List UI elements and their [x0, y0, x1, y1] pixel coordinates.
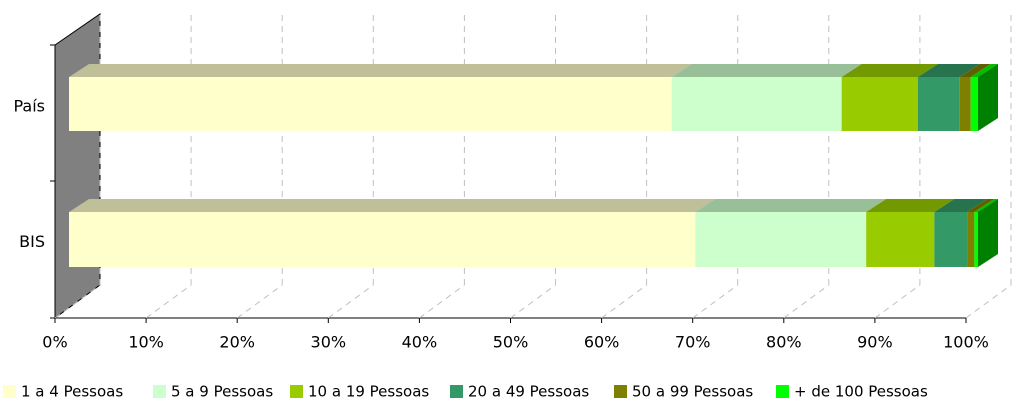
- grid-line: [54, 284, 101, 319]
- grid-line: [601, 284, 647, 319]
- bar: [69, 212, 696, 267]
- x-tick-label: 60%: [584, 333, 620, 352]
- bar: [69, 77, 672, 131]
- bar-top: [918, 64, 980, 77]
- legend-label: + de 100 Pessoas: [794, 383, 928, 401]
- bar-top: [970, 64, 998, 77]
- x-tick-label: 20%: [219, 333, 255, 352]
- y-tick-label: BIS: [19, 232, 45, 251]
- grid-line: [328, 284, 374, 319]
- legend-label: 10 a 19 Pessoas: [308, 383, 429, 401]
- bar: [974, 212, 978, 267]
- grid-line: [783, 284, 830, 319]
- x-tick-label: 30%: [311, 333, 347, 352]
- bar-top: [959, 64, 991, 77]
- bar: [841, 77, 919, 131]
- x-tick-label: 0%: [42, 333, 67, 352]
- bar: [866, 212, 935, 267]
- bar-top: [671, 64, 862, 77]
- bar: [967, 212, 975, 267]
- bar-top: [695, 199, 887, 212]
- bar: [970, 77, 978, 131]
- legend-swatch: [290, 385, 303, 398]
- grid-line: [145, 284, 192, 319]
- grid-line: [510, 284, 556, 319]
- bar: [695, 212, 867, 267]
- x-tick-label: 10%: [128, 333, 164, 352]
- bar-top: [841, 64, 939, 77]
- x-tick-label: 80%: [766, 333, 802, 352]
- bar-top: [69, 64, 692, 77]
- bar: [918, 77, 960, 131]
- grid-line: [965, 284, 1012, 319]
- x-tick-label: 90%: [857, 333, 893, 352]
- grid-line: [236, 284, 283, 319]
- grid-line: [419, 284, 465, 319]
- bar-top: [974, 199, 998, 212]
- bar: [934, 212, 968, 267]
- x-tick-label: 100%: [943, 333, 989, 352]
- legend-swatch: [776, 385, 789, 398]
- legend-swatch: [3, 385, 16, 398]
- bar: [671, 77, 842, 131]
- bar-top: [934, 199, 988, 212]
- legend-label: 50 a 99 Pessoas: [632, 383, 753, 401]
- x-tick-label: 50%: [493, 333, 529, 352]
- bar-top: [866, 199, 955, 212]
- side-wall: [54, 13, 101, 319]
- bar-side: [978, 64, 998, 131]
- legend-swatch: [153, 385, 166, 398]
- legend-label: 5 a 9 Pessoas: [171, 383, 273, 401]
- bar-top: [967, 199, 995, 212]
- legend-label: 20 a 49 Pessoas: [468, 383, 589, 401]
- legend-swatch: [450, 385, 463, 398]
- legend-label: 1 a 4 Pessoas: [21, 383, 123, 401]
- grid-line: [692, 284, 738, 319]
- x-tick-label: 70%: [675, 333, 711, 352]
- y-tick-label: País: [13, 97, 45, 116]
- bar: [959, 77, 971, 131]
- legend-swatch: [614, 385, 627, 398]
- bar-side: [978, 199, 998, 267]
- grid-line: [874, 284, 921, 319]
- x-tick-label: 40%: [402, 333, 438, 352]
- bar-top: [69, 199, 716, 212]
